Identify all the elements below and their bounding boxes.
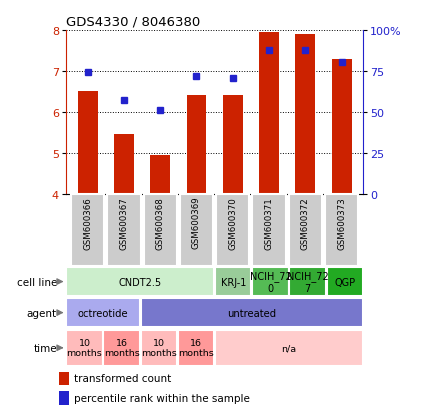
Bar bbox=[66, 330, 103, 366]
Bar bbox=[252, 268, 289, 296]
Bar bbox=[114, 135, 134, 194]
Text: cell line: cell line bbox=[17, 277, 57, 287]
Text: GSM600373: GSM600373 bbox=[337, 196, 346, 249]
Bar bbox=[289, 194, 322, 266]
Bar bbox=[259, 33, 279, 194]
Bar bbox=[141, 299, 363, 327]
Text: octreotide: octreotide bbox=[78, 308, 128, 318]
Bar bbox=[78, 92, 98, 194]
Bar bbox=[178, 330, 214, 366]
Bar bbox=[141, 330, 177, 366]
Bar bbox=[187, 96, 207, 194]
Text: transformed count: transformed count bbox=[74, 373, 171, 383]
Bar bbox=[289, 268, 326, 296]
Text: 16
months: 16 months bbox=[104, 338, 139, 358]
Bar bbox=[71, 194, 104, 266]
Bar bbox=[180, 194, 213, 266]
Text: GSM600372: GSM600372 bbox=[301, 196, 310, 249]
Bar bbox=[252, 194, 286, 266]
Bar bbox=[295, 35, 315, 194]
Text: GSM600369: GSM600369 bbox=[192, 196, 201, 249]
Bar bbox=[144, 194, 177, 266]
Bar bbox=[215, 268, 252, 296]
Bar bbox=[332, 59, 351, 194]
Bar bbox=[66, 268, 214, 296]
Text: GSM600367: GSM600367 bbox=[119, 196, 128, 249]
Bar bbox=[103, 330, 140, 366]
Text: GSM600370: GSM600370 bbox=[228, 196, 237, 249]
Text: 10
months: 10 months bbox=[141, 338, 177, 358]
Text: GSM600368: GSM600368 bbox=[156, 196, 165, 249]
Bar bbox=[215, 330, 363, 366]
Bar bbox=[66, 299, 140, 327]
Text: QGP: QGP bbox=[334, 277, 355, 287]
Text: KRJ-1: KRJ-1 bbox=[221, 277, 246, 287]
Text: NCIH_72
0: NCIH_72 0 bbox=[249, 271, 291, 293]
Text: percentile rank within the sample: percentile rank within the sample bbox=[74, 393, 250, 403]
Text: 10
months: 10 months bbox=[67, 338, 102, 358]
Bar bbox=[150, 155, 170, 194]
Text: GSM600366: GSM600366 bbox=[83, 196, 92, 249]
Bar bbox=[223, 96, 243, 194]
Text: agent: agent bbox=[27, 308, 57, 318]
Text: NCIH_72
7: NCIH_72 7 bbox=[287, 271, 329, 293]
Text: GSM600371: GSM600371 bbox=[264, 196, 274, 249]
Bar bbox=[59, 372, 69, 385]
Bar bbox=[325, 194, 358, 266]
Bar bbox=[107, 194, 141, 266]
Text: n/a: n/a bbox=[281, 344, 297, 352]
Text: GDS4330 / 8046380: GDS4330 / 8046380 bbox=[66, 15, 200, 28]
Text: CNDT2.5: CNDT2.5 bbox=[119, 277, 162, 287]
Bar bbox=[59, 392, 69, 405]
Text: untreated: untreated bbox=[227, 308, 276, 318]
Text: 16
months: 16 months bbox=[178, 338, 214, 358]
Bar bbox=[326, 268, 363, 296]
Bar bbox=[216, 194, 249, 266]
Text: time: time bbox=[33, 343, 57, 353]
